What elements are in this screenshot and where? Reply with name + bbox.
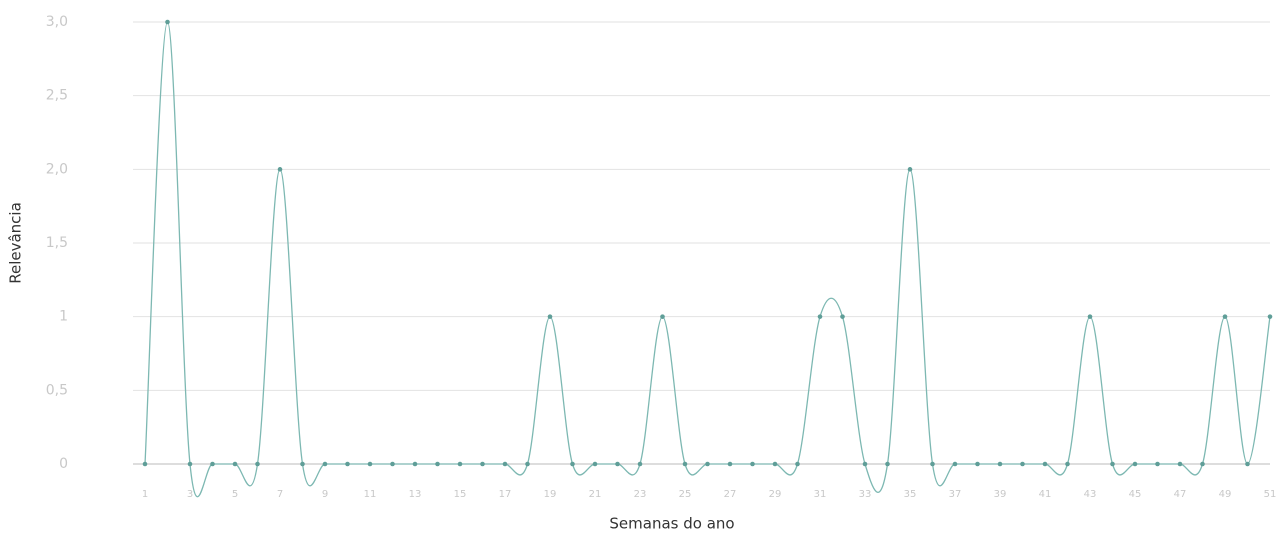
x-tick-label: 45 xyxy=(1129,489,1142,500)
point xyxy=(232,461,238,467)
point xyxy=(975,461,980,467)
point xyxy=(187,461,193,467)
point xyxy=(165,19,170,25)
point xyxy=(1087,314,1093,319)
point xyxy=(300,461,305,467)
x-tick-label: 49 xyxy=(1219,489,1232,500)
y-tick-label: 0,5 xyxy=(46,382,68,398)
point xyxy=(637,461,643,467)
point xyxy=(435,461,440,467)
x-tick-label: 15 xyxy=(454,489,467,500)
point xyxy=(750,461,755,467)
y-tick-label: 2,5 xyxy=(46,88,68,104)
point xyxy=(885,461,890,467)
point xyxy=(142,461,148,467)
point xyxy=(772,461,778,467)
point xyxy=(1267,314,1273,319)
x-tick-label: 25 xyxy=(679,489,692,500)
x-tick-label: 41 xyxy=(1039,489,1052,500)
y-tick-label: 1 xyxy=(59,309,68,325)
point xyxy=(907,167,913,172)
y-tick-label: 2,0 xyxy=(46,161,68,177)
y-axis-title: Relevância xyxy=(7,202,25,284)
x-tick-label: 17 xyxy=(499,489,512,500)
x-tick-label: 27 xyxy=(724,489,737,500)
point xyxy=(480,461,485,467)
point xyxy=(795,461,800,467)
point xyxy=(547,314,553,319)
point xyxy=(277,167,283,172)
x-tick-label: 3 xyxy=(187,489,193,500)
point xyxy=(412,461,418,467)
point xyxy=(1020,461,1025,467)
x-tick-label: 37 xyxy=(949,489,962,500)
point xyxy=(615,461,620,467)
point xyxy=(1177,461,1183,467)
x-tick-label: 21 xyxy=(589,489,602,500)
line xyxy=(144,21,1271,498)
x-tick-label: 5 xyxy=(232,489,238,500)
x-tick-label: 19 xyxy=(544,489,557,500)
x-tick-label: 7 xyxy=(277,489,283,500)
point xyxy=(727,461,733,467)
x-tick-label: 33 xyxy=(859,489,872,500)
point xyxy=(525,461,530,467)
point xyxy=(952,461,958,467)
x-tick-label: 39 xyxy=(994,489,1007,500)
point xyxy=(502,461,508,467)
point xyxy=(570,461,575,467)
point xyxy=(390,461,395,467)
x-tick-label: 1 xyxy=(142,489,148,500)
point xyxy=(1132,461,1138,467)
point xyxy=(705,461,710,467)
y-tick-label: 3,0 xyxy=(46,14,68,30)
x-tick-label: 9 xyxy=(322,489,328,500)
point xyxy=(930,461,935,467)
point xyxy=(457,461,463,467)
point xyxy=(322,461,328,467)
x-tick-label: 35 xyxy=(904,489,917,500)
x-tick-label: 31 xyxy=(814,489,827,500)
y-tick-label: 1,5 xyxy=(46,235,68,251)
x-tick-label: 47 xyxy=(1174,489,1187,500)
point xyxy=(255,461,260,467)
point xyxy=(1245,461,1250,467)
x-tick-label: 23 xyxy=(634,489,647,500)
point xyxy=(817,314,823,319)
point xyxy=(1042,461,1048,467)
x-tick-label: 29 xyxy=(769,489,782,500)
x-tick-label: 11 xyxy=(364,489,377,500)
point xyxy=(1065,461,1070,467)
point xyxy=(592,461,598,467)
point xyxy=(840,314,845,319)
point xyxy=(862,461,868,467)
x-axis-title: Semanas do ano xyxy=(609,515,734,533)
point xyxy=(997,461,1003,467)
point xyxy=(1222,314,1228,319)
x-tick-label: 13 xyxy=(409,489,422,500)
x-tick-label: 43 xyxy=(1084,489,1097,500)
point xyxy=(660,314,665,319)
point xyxy=(1155,461,1160,467)
point xyxy=(367,461,373,467)
point xyxy=(1200,461,1205,467)
point xyxy=(682,461,688,467)
point xyxy=(345,461,350,467)
point xyxy=(1110,461,1115,467)
x-tick-label: 51 xyxy=(1264,489,1277,500)
y-tick-label: 0 xyxy=(59,456,68,472)
point xyxy=(210,461,215,467)
